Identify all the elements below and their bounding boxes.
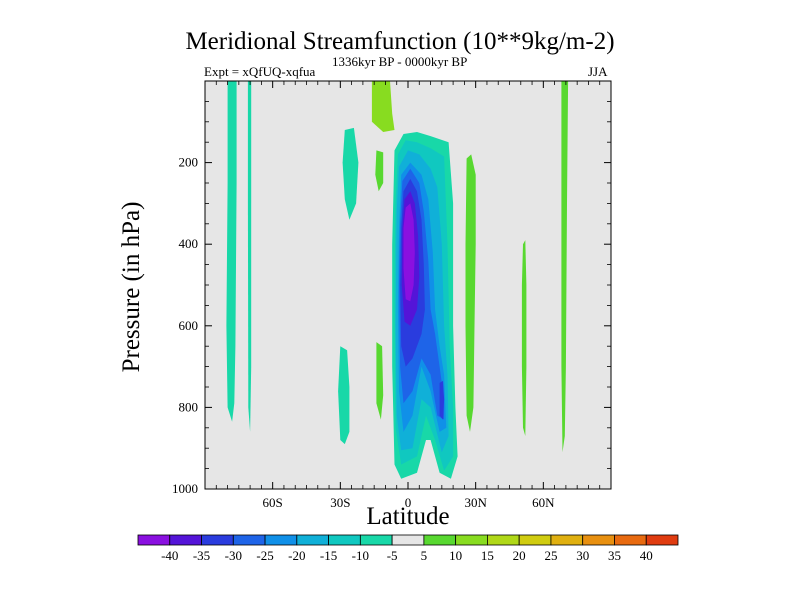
colorbar-label: 15: [481, 548, 494, 563]
colorbar-label: 35: [608, 548, 621, 563]
colorbar-label: 25: [544, 548, 557, 563]
colorbar-label: -10: [352, 548, 369, 563]
colorbar-box: [328, 534, 361, 546]
contour-region-south-upper-green-cap: [371, 81, 395, 132]
colorbar-label: 5: [421, 548, 428, 563]
colorbar-box: [645, 534, 679, 546]
chart-title: Meridional Streamfunction (10**9kg/m-2): [185, 28, 615, 55]
plot-frame-layer: [204, 80, 612, 490]
colorbar-box: [296, 534, 329, 546]
y-tick-label: 400: [179, 236, 199, 251]
contour-regions: [226, 81, 569, 479]
contour-region-south-upper-green-sliver: [375, 150, 384, 192]
colorbar-box: [582, 534, 615, 546]
colorbar-box: [391, 534, 425, 546]
contour-region-south-lower-green-sliver: [376, 342, 384, 420]
contour-region-north-green-band: [465, 154, 476, 432]
colorbar-label: 10: [449, 548, 462, 563]
x-tick-label: 0: [405, 495, 412, 510]
colorbar-label: -25: [256, 548, 273, 563]
colorbar: -40 -35 -30 -25 -20 -15 -10 -5 5 10 15 20 25 30 35 40: [137, 534, 679, 563]
x-axis-label: Latitude: [366, 503, 450, 530]
colorbar-label: 20: [513, 548, 526, 563]
colorbar-label: -20: [288, 548, 305, 563]
colorbar-box: [137, 534, 171, 546]
colorbar-box: [169, 534, 202, 546]
colorbar-label: -30: [225, 548, 242, 563]
colorbar-label: 30: [576, 548, 589, 563]
x-tick-label: 30N: [464, 495, 487, 510]
colorbar-box: [359, 534, 393, 546]
colorbar-label: 40: [640, 548, 653, 563]
colorbar-label: -35: [193, 548, 210, 563]
season-annotation: JJA: [588, 64, 608, 79]
colorbar-box: [550, 534, 584, 546]
colorbar-box: [614, 534, 647, 546]
y-axis-label: Pressure (in hPa): [118, 201, 145, 373]
colorbar-box: [232, 534, 266, 546]
contour-region-tropical-cell-core-40: [403, 203, 415, 302]
contour-region-far-south-thin-band: [247, 81, 252, 432]
contour-region-north-far-green-band: [561, 81, 569, 453]
y-tick-label: 600: [179, 318, 199, 333]
axis-ticks: 60S 30S 0 30N 60N 200 400 600 800 1000: [172, 81, 611, 510]
colorbar-box: [423, 534, 457, 546]
colorbar-box: [518, 534, 552, 546]
contour-region-far-south-left-band: [226, 81, 237, 422]
contour-region-south-lower-patch: [338, 346, 350, 445]
x-tick-label: 60N: [532, 495, 555, 510]
period-annotation: 1336kyr BP - 0000kyr BP: [332, 54, 468, 69]
colorbar-label: -5: [387, 548, 398, 563]
plot-frame: [204, 80, 612, 490]
colorbar-label: -15: [320, 548, 337, 563]
x-tick-label: 60S: [263, 495, 283, 510]
contour-region-south-upper-patch: [342, 127, 359, 220]
contour-region-north-lower-blue-patch: [439, 380, 445, 420]
experiment-annotation: Expt = xQfUQ-xqfua: [204, 64, 316, 79]
y-tick-label: 800: [179, 399, 199, 414]
x-tick-label: 30S: [330, 495, 350, 510]
colorbar-box: [487, 534, 520, 546]
y-tick-label: 1000: [172, 481, 198, 496]
colorbar-box: [264, 534, 298, 546]
colorbar-box: [455, 534, 488, 546]
contour-region-north-mid-green-sliver: [521, 240, 527, 436]
colorbar-label: -40: [161, 548, 178, 563]
y-tick-label: 200: [179, 155, 199, 170]
colorbar-box: [201, 534, 234, 546]
